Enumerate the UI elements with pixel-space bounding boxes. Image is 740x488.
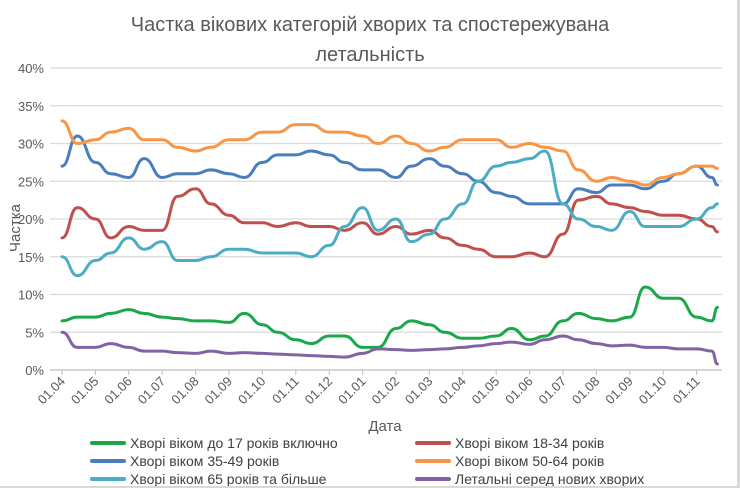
legend-label: Хворі віком 18-34 років [455, 435, 605, 451]
x-tick-label: 01.09 [602, 374, 636, 408]
x-tick-label: 01.06 [101, 374, 135, 408]
legend-label: Летальні серед нових хворих [455, 471, 645, 487]
chart-title-line-1: Частка вікових категорій хворих та спост… [130, 14, 610, 36]
legend-swatch [415, 477, 451, 481]
chart-title-line-2: летальність [315, 44, 425, 66]
x-tick-label: 01.03 [402, 374, 436, 408]
series-line-5 [60, 330, 719, 366]
frame-border [737, 0, 740, 488]
y-tick-label: 30% [18, 137, 44, 152]
x-tick-label: 01.11 [670, 374, 703, 407]
legend-label: Хворі віком 50-64 років [455, 453, 605, 469]
legend-swatch [415, 459, 451, 463]
x-tick-label: 01.01 [335, 374, 369, 408]
series-line-2 [60, 134, 719, 206]
x-tick-label: 01.09 [202, 374, 236, 408]
legend-item: Хворі віком 18-34 років [415, 434, 604, 452]
x-tick-label: 01.04 [435, 374, 469, 408]
x-tick-label: 01.10 [636, 374, 670, 408]
y-tick-label: 40% [18, 61, 44, 76]
legend-item: Хворі віком 35-49 років [90, 452, 279, 470]
x-axis-title: Дата [368, 418, 402, 435]
x-tick-label: 01.10 [235, 374, 269, 408]
x-tick-label: 01.04 [35, 374, 69, 408]
legend-swatch [90, 459, 126, 463]
legend-label: Хворі віком 35-49 років [130, 453, 280, 469]
y-tick-label: 35% [18, 99, 44, 114]
y-tick-label: 15% [18, 250, 44, 265]
legend-swatch [415, 441, 451, 445]
legend-item: Хворі віком до 17 років включно [90, 434, 338, 452]
x-tick-label: 01.11 [269, 374, 302, 407]
x-tick-label: 01.08 [569, 374, 603, 408]
x-tick-label: 01.05 [68, 374, 102, 408]
y-tick-label: 10% [18, 288, 44, 303]
x-tick-label: 01.07 [536, 374, 570, 408]
x-tick-label: 01.06 [502, 374, 536, 408]
x-tick-label: 01.08 [168, 374, 202, 408]
legend-item: Летальні серед нових хворих [415, 470, 644, 488]
x-tick-label: 01.05 [469, 374, 503, 408]
y-tick-label: 0% [25, 363, 44, 378]
legend-label: Хворі віком до 17 років включно [130, 435, 338, 451]
series-line-0 [60, 285, 719, 349]
x-tick-label: 01.02 [369, 374, 403, 408]
y-tick-label: 5% [25, 325, 44, 340]
x-tick-label: 01.07 [135, 374, 169, 408]
legend-label: Хворі віком 65 років та більше [130, 471, 327, 487]
y-tick-label: 25% [18, 174, 44, 189]
x-tick-label: 01.12 [302, 374, 336, 408]
y-axis-title: Частка [7, 203, 24, 252]
legend-swatch [90, 477, 126, 481]
legend-item: Хворі віком 65 років та більше [90, 470, 326, 488]
y-tick-label: 20% [18, 212, 44, 227]
legend-item: Хворі віком 50-64 років [415, 452, 604, 470]
legend-swatch [90, 441, 126, 445]
frame-border-bottom [0, 486, 740, 488]
